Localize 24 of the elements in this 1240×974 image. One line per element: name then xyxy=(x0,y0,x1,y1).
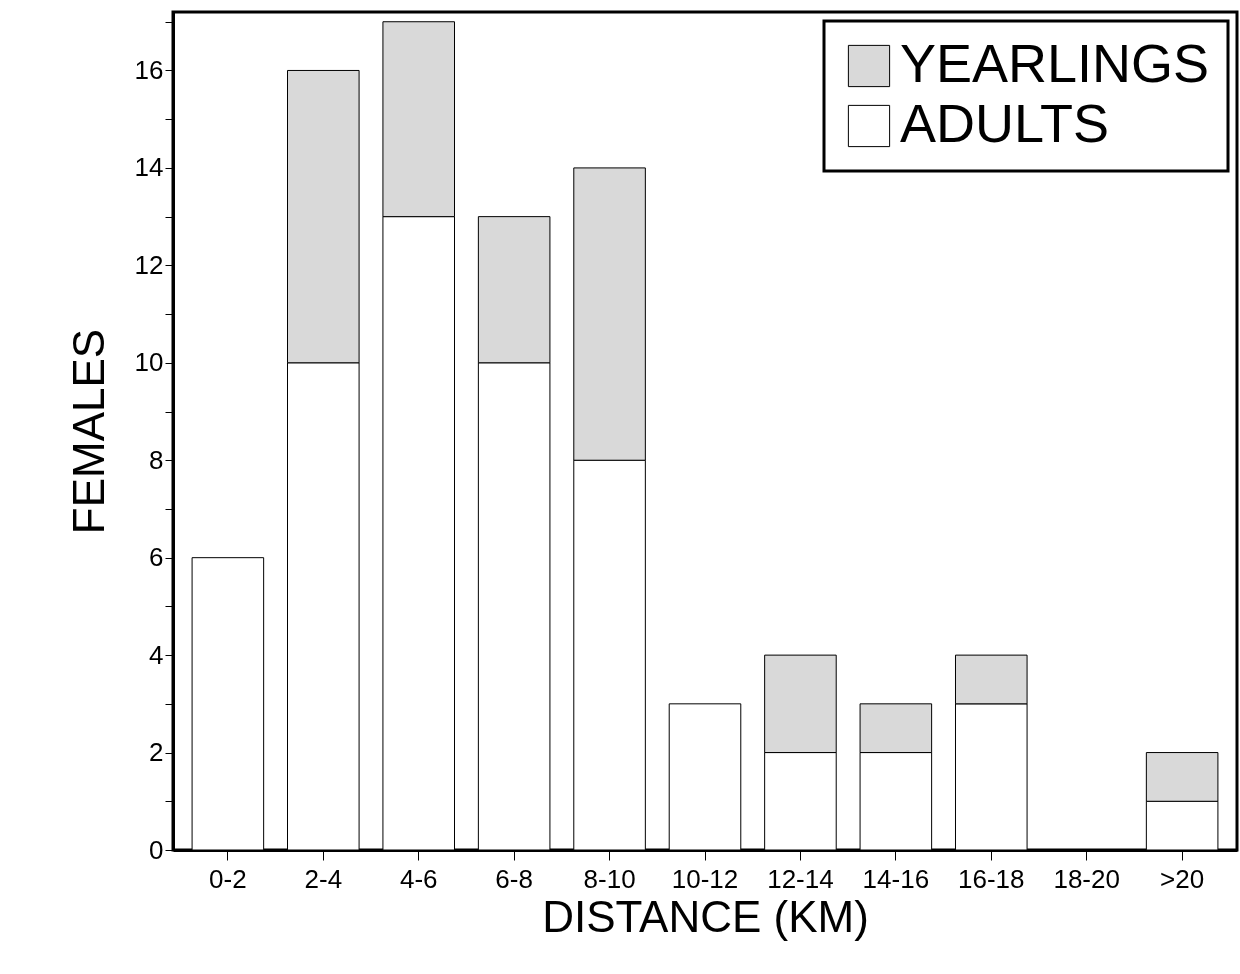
y-axis-title: FEMALES xyxy=(63,328,113,535)
y-tick-label: 4 xyxy=(149,639,164,670)
y-tick-label: 14 xyxy=(134,152,164,183)
x-tick-label: 2-4 xyxy=(304,863,343,894)
x-tick-label: 16-18 xyxy=(958,863,1025,894)
x-tick-label: 8-10 xyxy=(583,863,636,894)
x-axis-title: DISTANCE (KM) xyxy=(542,891,869,941)
x-tick-label: 14-16 xyxy=(862,863,930,894)
x-tick-label: 10-12 xyxy=(671,863,739,894)
y-tick-label: 6 xyxy=(149,542,164,573)
y-tick-label: 12 xyxy=(134,249,164,280)
x-tick-label: >20 xyxy=(1160,863,1205,894)
y-tick-label: 2 xyxy=(149,737,164,768)
x-tick-label: 6-8 xyxy=(495,863,533,894)
y-tick-label: 0 xyxy=(149,834,164,865)
x-tick-label: 18-20 xyxy=(1053,863,1120,894)
y-tick-label: 16 xyxy=(134,54,164,85)
legend-label: ADULTS xyxy=(900,93,1110,153)
y-tick-label: 8 xyxy=(149,444,164,475)
x-tick-label: 12-14 xyxy=(767,863,834,894)
x-tick-label: 0-2 xyxy=(209,863,247,894)
x-tick-label: 4-6 xyxy=(399,863,438,894)
legend-label: YEARLINGS xyxy=(900,33,1210,93)
y-tick-label: 10 xyxy=(134,347,164,378)
